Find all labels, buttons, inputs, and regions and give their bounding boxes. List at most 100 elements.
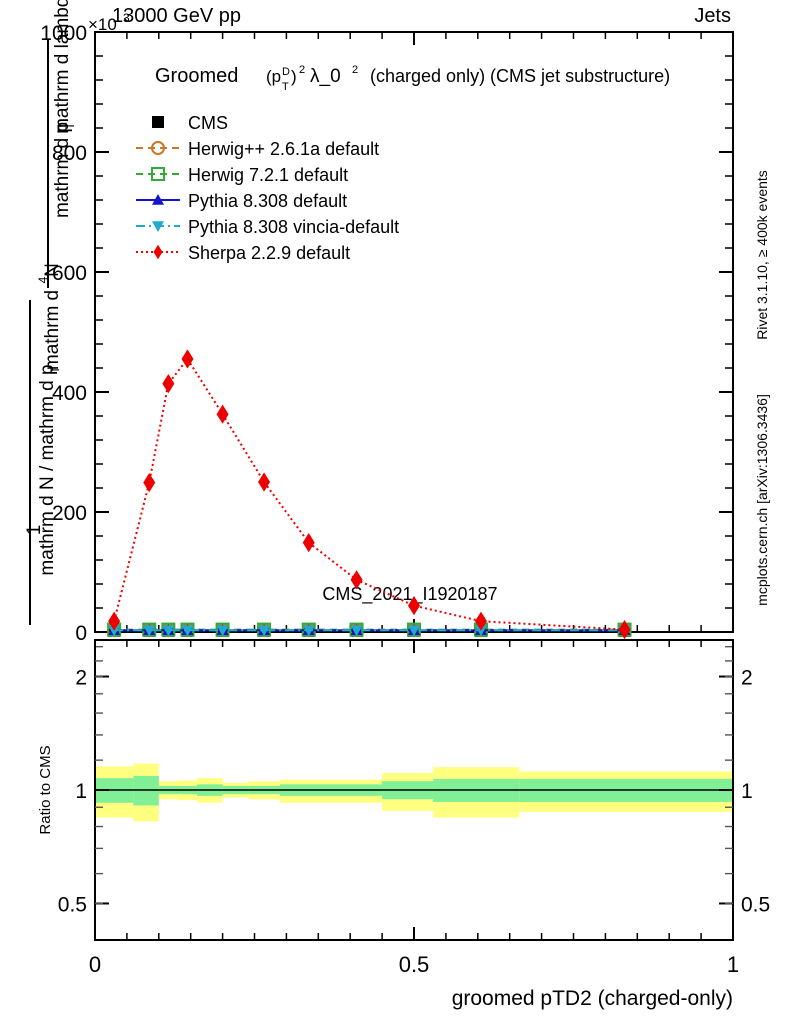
data-marker <box>302 533 315 553</box>
data-marker <box>408 596 420 616</box>
plot-title-sup-D: D <box>282 66 290 78</box>
x-axis-label: groomed pTD2 (charged-only) <box>452 987 733 1010</box>
plot-title-main: Groomed <box>155 65 238 87</box>
data-marker <box>162 625 175 637</box>
series-pythia-8-308-vincia-default <box>108 625 631 637</box>
ratio-uncertainty-bands <box>95 763 733 822</box>
legend-label: Sherpa 2.2.9 default <box>188 243 350 263</box>
main-panel: 0 200 400 600 800 1000 <box>40 22 734 645</box>
data-marker <box>216 404 229 424</box>
main-y-axis-label: mathrm d 4 N mathrm d p T mathrm d lambd… <box>24 0 77 625</box>
data-marker <box>350 625 363 637</box>
ratio-panel-ticks <box>94 640 734 940</box>
plot-title: Groomed (p D T ) 2 λ_0 2 (charged only) … <box>155 64 670 93</box>
ratio-y-tick-label-left: 2 <box>75 667 87 690</box>
data-marker <box>474 625 487 637</box>
main-y-tick-label: 1000 <box>40 22 87 45</box>
main-y-tick-labels: 0 200 400 600 800 1000 <box>40 22 87 645</box>
data-marker <box>151 141 165 155</box>
x-tick-label: 0 <box>89 952 101 977</box>
data-marker <box>408 625 420 637</box>
legend-label: Pythia 8.308 vincia-default <box>188 217 399 237</box>
data-marker <box>153 244 163 260</box>
x-tick-labels: 0 0.5 1 <box>89 952 739 977</box>
y-axis-exponent-sup: 3 <box>123 11 130 25</box>
y-label-frac2-sub: T <box>48 366 62 374</box>
data-marker <box>302 625 315 637</box>
ratio-y-axis-label-text: Ratio to CMS <box>37 745 54 834</box>
plot-title-math-a: (p <box>266 67 281 86</box>
plot-title-math-c: λ_0 <box>310 66 341 87</box>
mcplots-text: mcplots.cern.ch [arXiv:1306.3436] <box>754 394 770 606</box>
legend-label: Herwig 7.2.1 default <box>188 165 348 185</box>
main-y-tick-label: 200 <box>52 502 87 525</box>
data-marker <box>162 374 175 394</box>
series-sherpa-2-2-9-default <box>108 349 631 640</box>
ratio-y-tick-label-left: 1 <box>75 780 87 803</box>
data-marker <box>181 625 194 637</box>
main-y-tick-label: 800 <box>52 142 87 165</box>
main-y-tick-label: 600 <box>52 262 87 285</box>
legend-label: Herwig++ 2.6.1a default <box>188 139 379 159</box>
y-label-frac-num-sup: 4 <box>36 276 50 283</box>
legend: CMS Herwig++ 2.6.1a default Herwig 7.2.1 d… <box>136 113 399 263</box>
legend-item[interactable]: Pythia 8.308 default <box>136 191 347 211</box>
watermark-label: CMS_2021_I1920187 <box>322 584 497 605</box>
plot-title-rest: (charged only) (CMS jet substructure) <box>370 66 670 86</box>
legend-label: Pythia 8.308 default <box>188 191 347 211</box>
mcplots-note: mcplots.cern.ch [arXiv:1306.3436] <box>754 394 770 606</box>
y-label-one: 1 <box>24 525 45 536</box>
data-marker <box>258 625 271 637</box>
ratio-y-axis-label: Ratio to CMS <box>37 745 54 834</box>
plot-title-math-b: ) <box>291 67 297 86</box>
ratio-y-tick-label-right: 0.5 <box>741 893 770 916</box>
data-marker <box>152 194 164 205</box>
ratio-panel: 0.5 0.5 1 1 2 2 Ratio to CMS <box>37 639 770 941</box>
ratio-y-tick-labels: 0.5 0.5 1 1 2 2 <box>58 667 770 917</box>
legend-item[interactable]: Pythia 8.308 vincia-default <box>136 217 399 237</box>
data-marker <box>143 625 156 637</box>
data-marker <box>181 349 194 369</box>
plot-title-sup2: 2 <box>299 64 305 76</box>
data-marker <box>258 472 271 492</box>
ratio-y-tick-label-left: 0.5 <box>58 893 87 916</box>
data-marker <box>152 221 164 232</box>
data-marker <box>152 116 164 128</box>
y-label-frac-num-1: mathrm d <box>42 290 63 370</box>
data-marker <box>350 570 363 590</box>
series-line <box>113 357 625 631</box>
main-y-tick-label: 0 <box>75 622 87 645</box>
legend-item[interactable]: Herwig++ 2.6.1a default <box>136 139 379 159</box>
y-label-frac-den-1: mathrm d p <box>52 122 73 218</box>
main-y-tick-label: 400 <box>52 382 87 405</box>
data-marker <box>618 620 631 640</box>
header-beam-label: 13000 GeV pp <box>112 5 241 27</box>
data-marker <box>108 625 121 637</box>
y-label-frac-den-sub: T <box>63 122 77 130</box>
header-process-label: Jets <box>694 5 731 27</box>
legend-item[interactable]: Herwig 7.2.1 default <box>136 165 348 185</box>
data-marker <box>151 167 165 181</box>
ratio-y-tick-label-right: 1 <box>741 780 753 803</box>
y-label-frac-num-N: N <box>42 263 63 277</box>
data-marker <box>108 611 121 631</box>
plot-title-sup3: 2 <box>352 64 358 76</box>
data-marker <box>474 611 487 631</box>
legend-item[interactable]: CMS <box>152 113 228 133</box>
plot-title-sub-T: T <box>282 81 289 93</box>
y-axis-exponent-label: ×10 <box>88 15 117 34</box>
rivet-version-text: Rivet 3.1.10, ≥ 400k events <box>754 170 770 340</box>
y-label-frac-den-2: mathrm d lambda <box>52 0 73 134</box>
rivet-version-note: Rivet 3.1.10, ≥ 400k events <box>754 170 770 340</box>
x-tick-label: 1 <box>727 952 739 977</box>
legend-item[interactable]: Sherpa 2.2.9 default <box>136 243 350 263</box>
x-tick-label: 0.5 <box>399 952 430 977</box>
ratio-y-tick-label-right: 2 <box>741 667 753 690</box>
data-marker <box>143 473 156 493</box>
data-series-layer <box>107 349 632 640</box>
y-label-frac2-text: mathrm d N / mathrm d p <box>37 364 58 575</box>
data-marker <box>216 625 229 637</box>
legend-label: CMS <box>188 113 228 133</box>
